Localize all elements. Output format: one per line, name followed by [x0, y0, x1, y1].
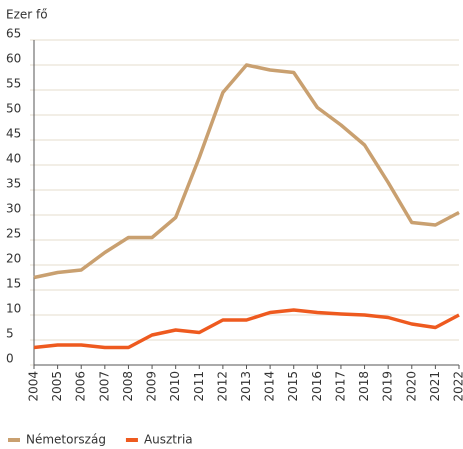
x-tick-label: 2010: [168, 371, 182, 402]
x-tick-label: 2022: [452, 371, 463, 402]
x-tick-label: 2012: [215, 371, 229, 402]
line-series: [33, 63, 460, 280]
y-tick-label: 60: [6, 52, 21, 66]
legend-label: Ausztria: [144, 433, 193, 447]
x-tick-label: 2021: [428, 371, 442, 402]
x-tick-label: 2014: [263, 371, 277, 402]
x-tick-label: 2015: [286, 371, 300, 402]
y-tick-label: 20: [6, 252, 21, 266]
y-tick-label: 55: [6, 77, 21, 91]
y-tick-label: 50: [6, 102, 21, 116]
legend-label: Németország: [26, 433, 106, 447]
y-tick-label: 0: [6, 352, 14, 366]
y-tick-label: 25: [6, 227, 21, 241]
x-tick-label: 2020: [404, 371, 418, 402]
y-tick-label: 5: [6, 327, 14, 341]
x-tick-label: 2016: [310, 371, 324, 402]
y-tick-label: 35: [6, 177, 21, 191]
y-tick-label: 30: [6, 202, 21, 216]
x-tick-label: 2004: [27, 371, 41, 402]
x-tick-label: 2013: [239, 371, 253, 402]
x-tick-label: 2011: [192, 371, 206, 402]
x-tick-label: 2008: [121, 371, 135, 402]
line-series: [33, 308, 460, 350]
x-tick-label: 2019: [381, 371, 395, 402]
x-tick-label: 2018: [357, 371, 371, 402]
x-tick-label: 2017: [333, 371, 347, 402]
y-axis-label: Ezer fő: [6, 8, 48, 22]
y-tick-label: 45: [6, 127, 21, 141]
x-tick-label: 2005: [50, 371, 64, 402]
x-tick-label: 2006: [74, 371, 88, 402]
x-tick-label: 2007: [97, 371, 111, 402]
y-tick-label: 10: [6, 302, 21, 316]
y-tick-label: 15: [6, 277, 21, 291]
x-tick-label: 2009: [145, 371, 159, 402]
y-tick-label: 40: [6, 152, 21, 166]
y-tick-label: 65: [6, 27, 21, 41]
